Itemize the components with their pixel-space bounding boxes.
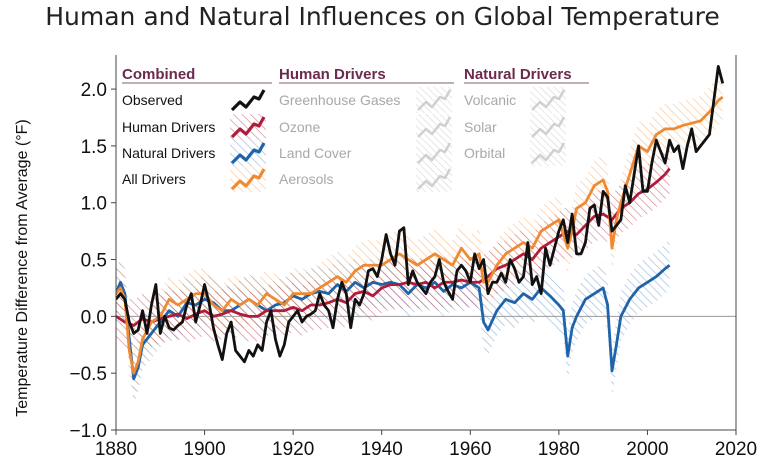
axes: −1.0 −0.5 0.0 0.5 1.0 1.5 2.0 1880 1900 1920 1940 1…: [69, 55, 757, 460]
legend-swatch-band: [530, 140, 566, 166]
legend-label-natural-drivers: Natural Drivers: [122, 145, 215, 161]
legend-swatch-all-drivers: [230, 168, 266, 191]
legend-swatch-observed: [230, 89, 266, 112]
legend-label-ozone: Ozone: [279, 119, 320, 135]
y-tick-label: −1.0: [69, 421, 107, 442]
legend-swatch-band: [416, 140, 452, 166]
x-tick-label: 2000: [626, 439, 668, 460]
legend-label-volcanic: Volcanic: [464, 92, 516, 108]
legend-swatch-greenhouse-gases: [417, 89, 452, 111]
x-tick-label: 1920: [272, 439, 314, 460]
legend-heading-human-drivers: Human Drivers: [279, 66, 386, 83]
legend-label-solar: Solar: [464, 119, 497, 135]
legend-swatch-land-cover: [417, 142, 452, 164]
legend-swatch-band: [230, 166, 266, 192]
legend-label-orbital: Orbital: [464, 145, 505, 161]
legend-heading-combined: Combined: [122, 66, 195, 83]
legend-label-aerosols: Aerosols: [279, 171, 333, 187]
y-tick-label: 0.5: [81, 251, 107, 272]
legend-label-observed: Observed: [122, 92, 183, 108]
legend-swatch-band: [416, 114, 452, 140]
x-tick-label: 1940: [361, 439, 403, 460]
legend-swatch-band: [530, 114, 566, 140]
legend-label-greenhouse-gases: Greenhouse Gases: [279, 92, 400, 108]
legend-label-human-drivers: Human Drivers: [122, 119, 215, 135]
series-line-observed: [116, 64, 725, 364]
y-tick-label: −0.5: [69, 364, 107, 385]
y-tick-label: 2.0: [81, 80, 107, 101]
legend-swatch-human-drivers: [230, 116, 266, 139]
x-tick-label: 1960: [449, 439, 491, 460]
y-tick-label: 1.5: [81, 137, 107, 158]
legend: Combined Observed Human Drivers Natural Dri…: [122, 66, 589, 192]
series-line-human-drivers: [116, 167, 671, 327]
legend-swatch-band: [230, 140, 266, 166]
y-tick-label: 1.0: [81, 194, 107, 215]
y-tick-label: 0.0: [81, 307, 107, 328]
x-tick-label: 2020: [715, 439, 757, 460]
legend-swatch-ozone: [417, 116, 452, 138]
legend-swatch-band: [416, 166, 452, 192]
legend-swatch-band: [230, 114, 266, 140]
x-tick-label: 1900: [183, 439, 225, 460]
x-tick-label: 1880: [95, 439, 137, 460]
legend-swatch-band: [416, 87, 452, 113]
legend-swatch-band: [530, 87, 566, 113]
legend-swatch-orbital: [531, 142, 566, 164]
legend-swatch-aerosols: [417, 168, 452, 190]
legend-swatch-natural-drivers: [230, 142, 266, 165]
legend-label-land-cover: Land Cover: [279, 145, 352, 161]
legend-swatch-solar: [531, 116, 566, 138]
x-tick-label: 1980: [538, 439, 580, 460]
legend-label-all-drivers: All Drivers: [122, 171, 186, 187]
legend-heading-natural-drivers: Natural Drivers: [464, 66, 572, 83]
legend-swatch-volcanic: [531, 89, 566, 111]
chart-title: Human and Natural Influences on Global T…: [45, 2, 720, 31]
